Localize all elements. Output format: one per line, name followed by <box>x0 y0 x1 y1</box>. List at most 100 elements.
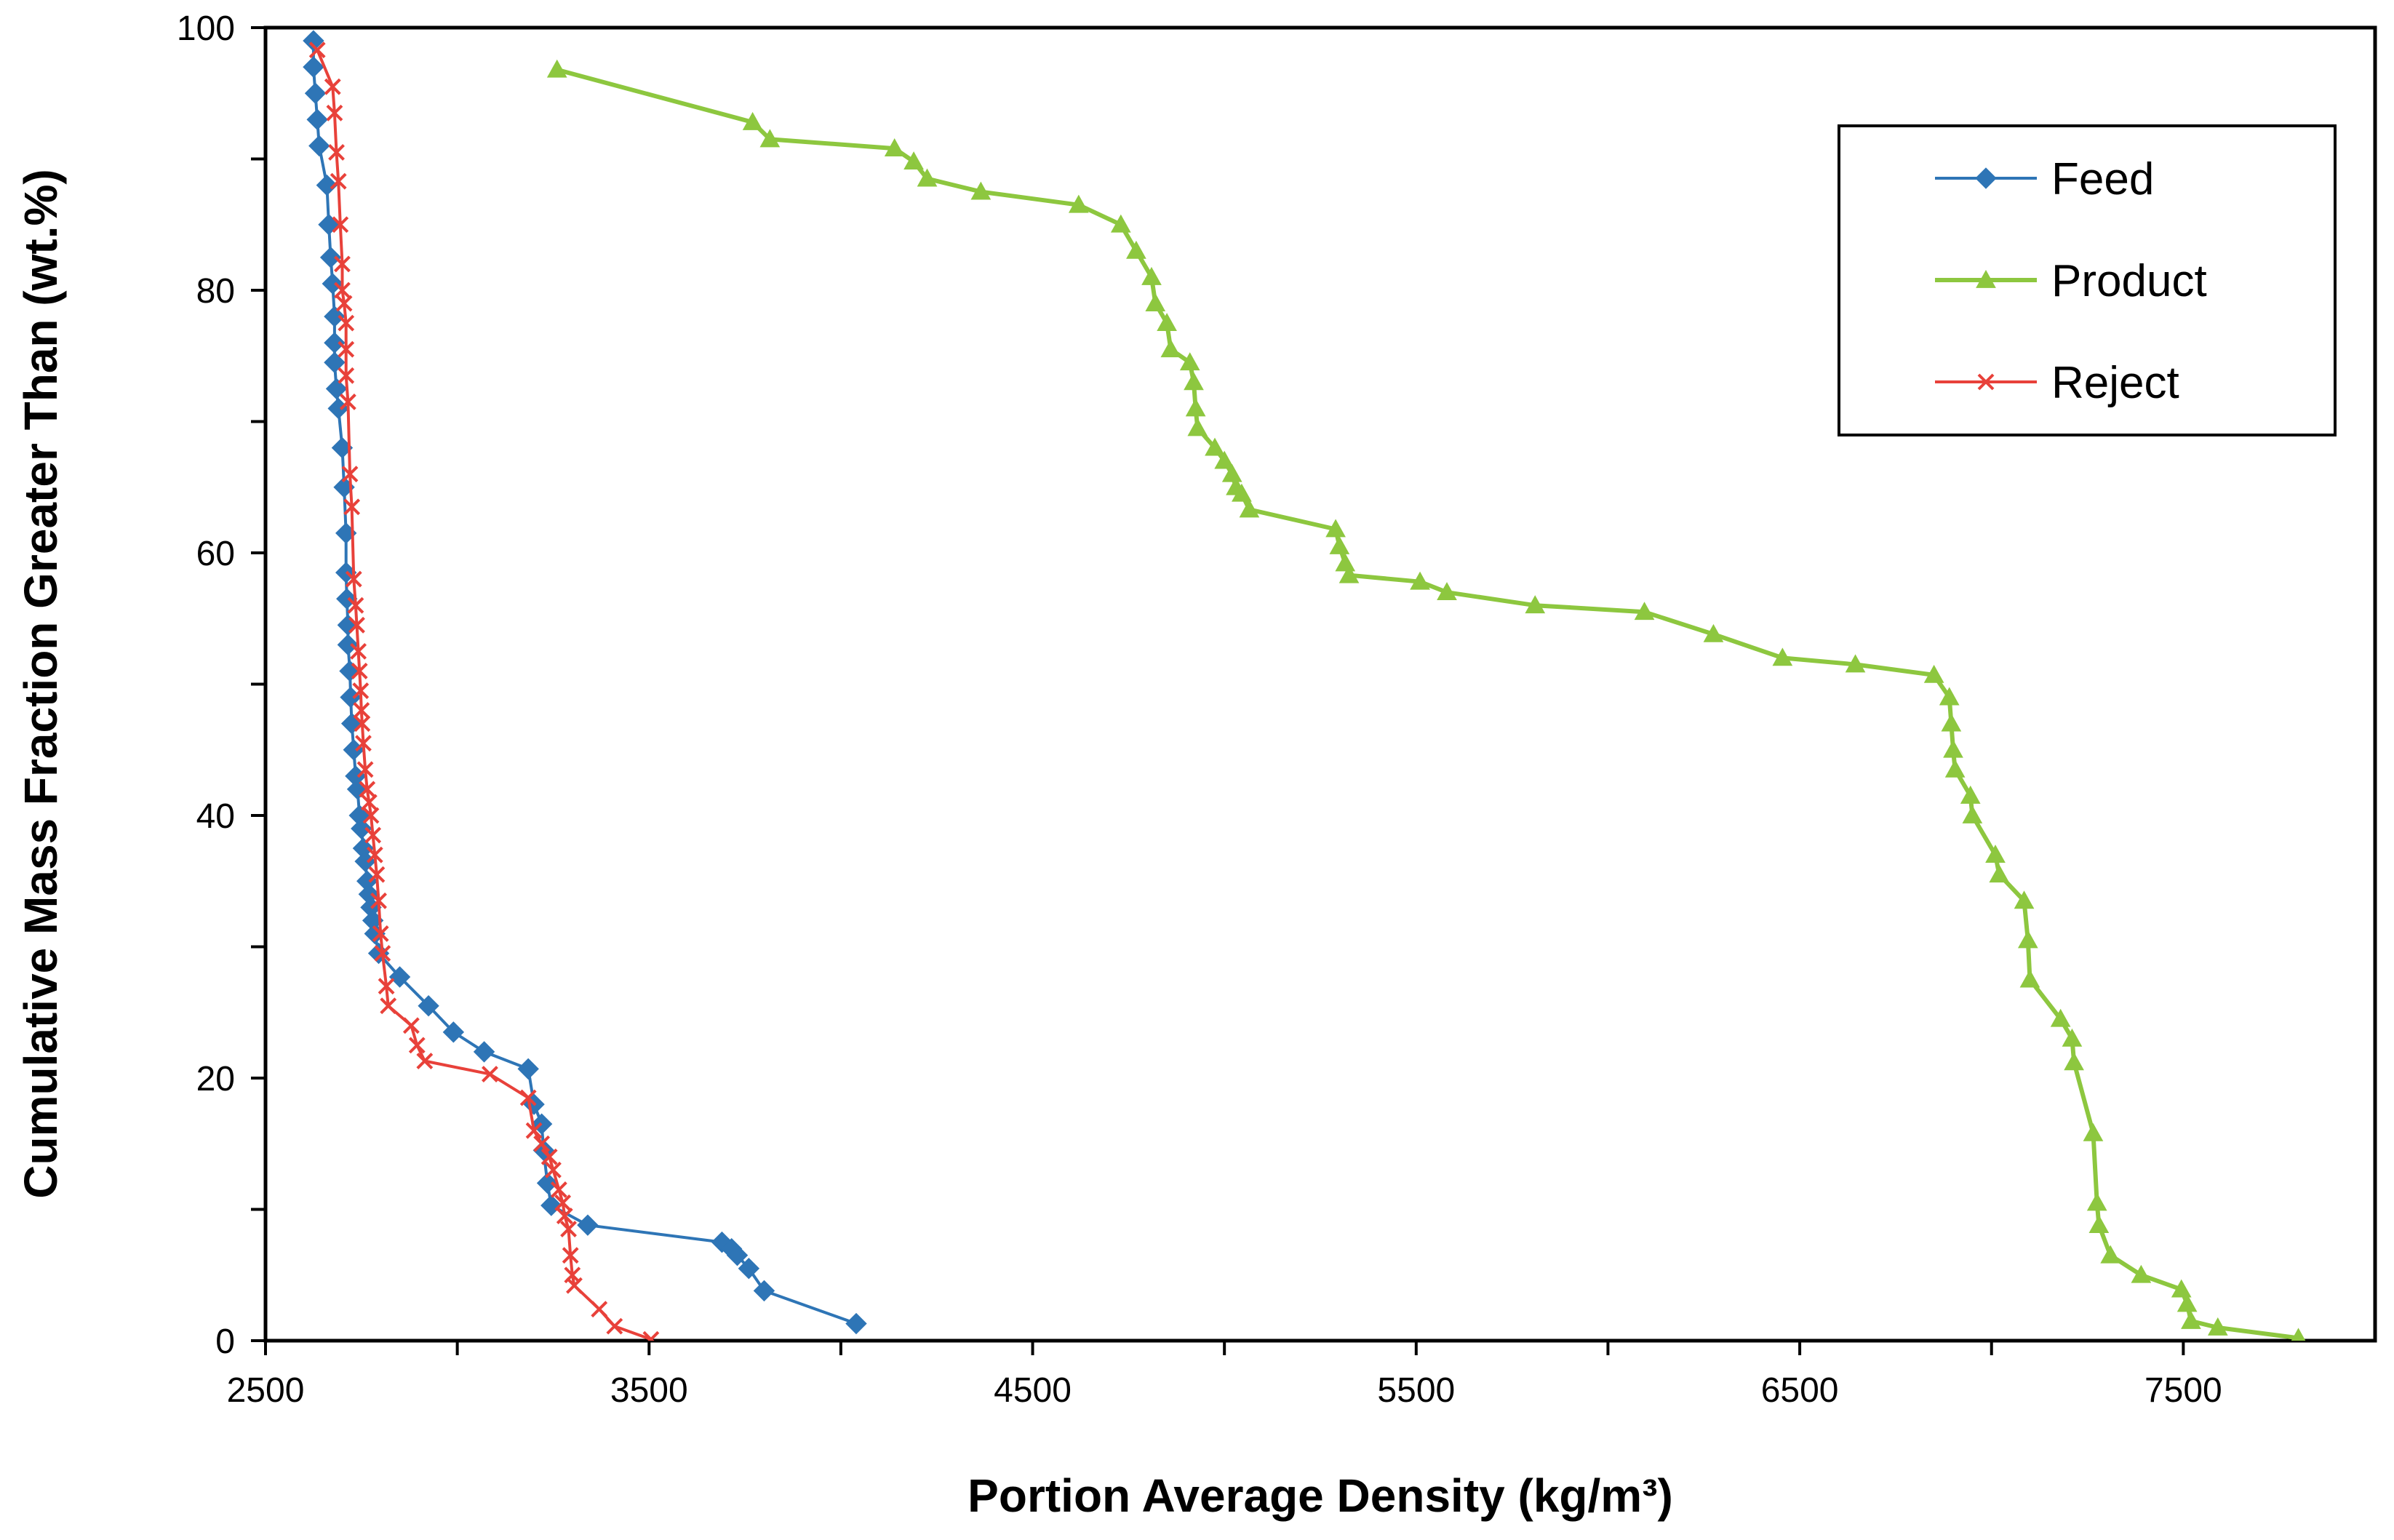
data-point-product <box>884 138 905 156</box>
data-point-reject <box>343 498 361 516</box>
y-axis-title: Cumulative Mass Fraction Greater Than (w… <box>15 169 67 1198</box>
data-point-reject <box>368 866 386 883</box>
data-point-feed <box>418 995 439 1017</box>
data-point-reject <box>341 466 359 483</box>
data-point-reject <box>308 41 326 59</box>
legend-item-product: Product <box>1935 256 2207 306</box>
data-point-product <box>1923 664 1944 683</box>
data-point-reject <box>348 616 365 634</box>
data-point-product <box>1141 266 1162 285</box>
data-point-reject <box>591 1301 608 1318</box>
legend-box <box>1838 124 2337 436</box>
data-point-product <box>1205 437 1225 456</box>
data-point-feed <box>517 1058 539 1080</box>
data-point-reject <box>364 826 382 844</box>
data-point-reject <box>338 314 355 332</box>
data-point-reject <box>545 1161 562 1178</box>
x-tick-label: 7500 <box>2144 1371 2222 1410</box>
data-point-product <box>1437 582 1457 601</box>
data-point-product <box>2086 1192 2107 1211</box>
data-point-reject <box>355 735 372 752</box>
data-point-product <box>1962 805 1983 823</box>
data-point-reject <box>374 945 391 962</box>
data-point-reject <box>566 1277 583 1294</box>
y-tick-label: 100 <box>177 9 235 48</box>
data-point-product <box>2181 1310 2201 1329</box>
data-point-reject <box>334 282 351 299</box>
data-point-reject <box>372 925 389 942</box>
y-tick-label: 80 <box>196 272 235 311</box>
data-point-product <box>2050 1008 2071 1027</box>
data-point-product <box>1989 864 2010 883</box>
data-point-feed <box>304 82 327 104</box>
data-point-product <box>1214 450 1235 469</box>
legend-label: Feed <box>2051 154 2154 204</box>
data-point-product <box>1845 654 1866 673</box>
y-tick-label: 0 <box>215 1322 235 1361</box>
data-point-reject <box>356 761 374 778</box>
y-axis-ticks <box>251 26 266 1342</box>
data-point-reject <box>380 997 397 1015</box>
data-point-product <box>1126 240 1146 259</box>
data-point-product <box>1160 339 1181 358</box>
data-point-reject <box>533 1135 551 1152</box>
data-point-reject <box>540 1148 558 1165</box>
data-point-product <box>759 129 781 148</box>
data-point-reject <box>360 794 378 811</box>
data-point-feed <box>577 1214 599 1236</box>
data-point-product <box>917 168 938 187</box>
data-point-reject <box>335 295 353 312</box>
data-point-reject <box>550 1181 567 1198</box>
series-layer <box>303 30 2306 1341</box>
data-point-product <box>1338 564 1360 583</box>
data-point-product <box>1985 845 2006 863</box>
data-point-feed <box>388 966 411 988</box>
series-product <box>546 59 2306 1341</box>
x-tick-label: 6500 <box>1761 1371 1839 1410</box>
data-point-product <box>1703 623 1724 642</box>
data-point-reject <box>350 642 367 660</box>
x-tick-label: 3500 <box>610 1371 688 1410</box>
data-point-feed <box>473 1041 495 1063</box>
x-axis-ticks <box>264 1341 2185 1355</box>
data-point-reject <box>334 255 351 273</box>
legend-marker <box>1975 167 1997 189</box>
data-point-product <box>1960 785 1981 804</box>
legend-label: Reject <box>2051 358 2179 408</box>
data-point-product <box>2083 1122 2104 1141</box>
data-point-reject <box>554 1194 572 1211</box>
data-point-feed <box>303 56 324 78</box>
data-point-feed <box>351 818 372 839</box>
data-point-reject <box>525 1122 543 1139</box>
data-point-product <box>2291 1328 2306 1341</box>
y-axis-tick-labels: 0 20 40 60 80 100 <box>177 9 235 1361</box>
data-point-product <box>1410 571 1430 590</box>
data-point-reject <box>362 807 380 824</box>
data-point-feed <box>306 108 328 131</box>
data-point-feed <box>322 273 343 295</box>
data-point-reject <box>351 663 368 679</box>
data-point-reject <box>642 1330 660 1341</box>
data-point-feed <box>316 174 338 196</box>
data-point-reject <box>402 1017 420 1034</box>
data-point-feed <box>324 306 346 327</box>
data-point-feed <box>536 1172 559 1194</box>
data-point-feed <box>337 634 359 656</box>
data-point-product <box>1179 352 1200 371</box>
data-point-reject <box>366 846 383 863</box>
data-point-product <box>1525 595 1546 614</box>
data-point-reject <box>482 1066 498 1082</box>
data-point-product <box>1185 398 1206 417</box>
data-point-product <box>742 111 763 130</box>
data-point-reject <box>562 1247 579 1264</box>
data-point-product <box>2062 1028 2083 1047</box>
data-point-product <box>2014 890 2035 909</box>
data-point-product <box>1221 463 1242 482</box>
data-point-product <box>1068 194 1089 213</box>
data-point-product <box>1944 759 1966 778</box>
data-point-product <box>1772 647 1793 666</box>
data-point-product <box>903 151 924 170</box>
x-axis-title: Portion Average Density (kg/m³) <box>967 1469 1673 1522</box>
data-point-product <box>2207 1317 2228 1336</box>
data-point-product <box>546 59 567 78</box>
